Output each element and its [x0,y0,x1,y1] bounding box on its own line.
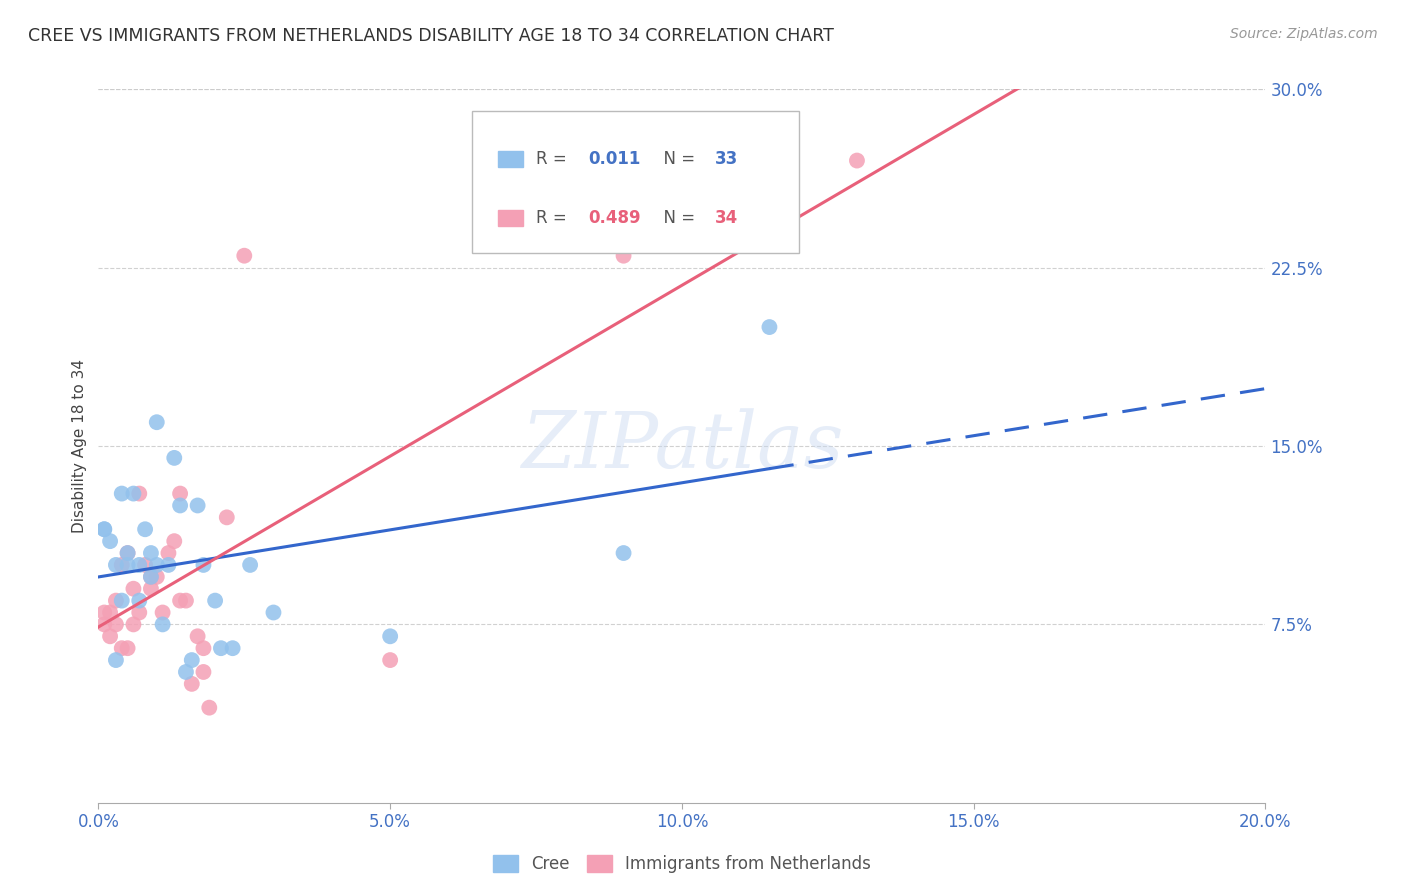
Point [758,320,780,334]
Point [111,486,134,500]
Point [93,606,115,620]
Point [111,641,134,656]
Point [139,570,162,584]
Point [93,617,115,632]
Text: Source: ZipAtlas.com: Source: ZipAtlas.com [1230,27,1378,41]
Point [612,546,634,560]
Point [169,499,191,513]
Point [111,593,134,607]
Point [187,499,209,513]
Point [198,700,221,714]
Point [204,593,226,607]
Text: CREE VS IMMIGRANTS FROM NETHERLANDS DISABILITY AGE 18 TO 34 CORRELATION CHART: CREE VS IMMIGRANTS FROM NETHERLANDS DISA… [28,27,834,45]
Point [169,593,191,607]
Point [98,629,121,643]
Text: 0.489: 0.489 [589,209,641,227]
Point [146,558,169,572]
Point [215,510,238,524]
Point [157,546,180,560]
Point [128,593,150,607]
Point [128,606,150,620]
Point [378,629,402,643]
Bar [498,151,523,167]
Point [239,558,262,572]
Point [93,522,115,536]
Point [122,582,145,596]
Point [104,558,127,572]
Point [187,629,209,643]
Point [117,641,139,656]
Legend: Cree, Immigrants from Netherlands: Cree, Immigrants from Netherlands [486,848,877,880]
FancyBboxPatch shape [472,111,799,253]
Point [174,593,197,607]
Point [180,677,202,691]
Bar [498,211,523,226]
Point [128,558,150,572]
Point [233,249,256,263]
Point [93,522,115,536]
Point [139,546,162,560]
Point [128,486,150,500]
Point [262,606,284,620]
Point [117,546,139,560]
Point [612,249,634,263]
Point [163,534,186,549]
Text: N =: N = [652,150,700,168]
Text: 33: 33 [714,150,738,168]
Point [193,558,215,572]
Point [104,617,127,632]
Point [104,593,127,607]
Point [157,558,180,572]
Point [193,641,215,656]
Point [378,653,402,667]
Text: 34: 34 [714,209,738,227]
Text: 0.011: 0.011 [589,150,641,168]
Point [180,653,202,667]
Y-axis label: Disability Age 18 to 34: Disability Age 18 to 34 [72,359,87,533]
Point [146,570,169,584]
Point [117,546,139,560]
Point [98,534,121,549]
Point [169,486,191,500]
Text: R =: R = [536,209,572,227]
Point [104,653,127,667]
Point [134,558,156,572]
Point [193,665,215,679]
Point [845,153,868,168]
Point [152,617,174,632]
Point [134,522,156,536]
Point [139,570,162,584]
Point [122,617,145,632]
Point [122,486,145,500]
Point [163,450,186,465]
Point [98,606,121,620]
Point [117,558,139,572]
Point [146,415,169,429]
Point [152,606,174,620]
Text: ZIPatlas: ZIPatlas [520,408,844,484]
Point [139,582,162,596]
Point [221,641,243,656]
Point [209,641,232,656]
Text: N =: N = [652,209,700,227]
Point [111,558,134,572]
Text: R =: R = [536,150,572,168]
Point [174,665,197,679]
